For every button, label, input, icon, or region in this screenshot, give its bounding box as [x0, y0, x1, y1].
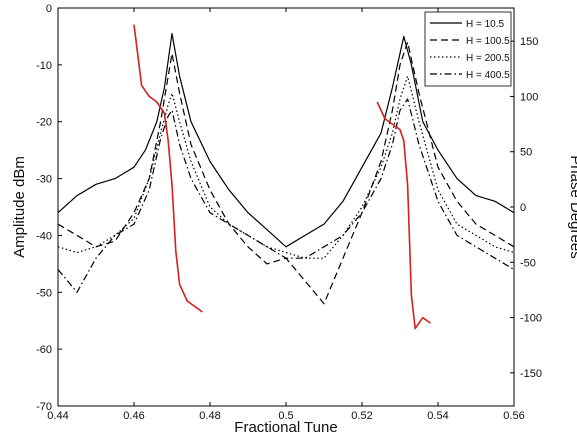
- y-left-tick-label: -10: [36, 60, 52, 72]
- y-right-tick-label: -50: [520, 257, 536, 269]
- legend-label: H = 200.5: [466, 53, 510, 64]
- series-line-4: [133, 24, 203, 313]
- x-tick-label: 0.52: [351, 410, 372, 422]
- y-left-tick-label: -20: [36, 117, 52, 129]
- y-right-tick-label: 100: [520, 91, 538, 103]
- series-line-1: [57, 41, 515, 305]
- x-tick-label: 0.44: [47, 410, 68, 422]
- y-left-tick-label: -30: [36, 174, 52, 186]
- x-tick-label: 0.54: [427, 410, 448, 422]
- legend-box: [424, 11, 512, 87]
- y-right-tick-label: -100: [520, 313, 542, 325]
- x-tick-label: 0.5: [278, 410, 293, 422]
- legend-items: H = 10.5 H = 100.5 H = 200.5 H = 400.5: [430, 19, 510, 81]
- legend-label: H = 10.5: [466, 19, 505, 30]
- y-left-tick-label: -70: [36, 401, 52, 413]
- y-left-tick-label: 0: [46, 3, 52, 15]
- series-line-3: [57, 98, 515, 293]
- y-left-tick-label: -40: [36, 230, 52, 242]
- y-right-tick-label: 150: [520, 36, 538, 48]
- ticks-layer: 0.44 0.46 0.48 0.5 0.52 0.54 0.56 -70 -60 -50 -40 -…: [36, 3, 542, 422]
- y-right-tick-label: 50: [520, 147, 532, 159]
- legend-label: H = 100.5: [466, 36, 510, 47]
- y-right-axis-label: Phase Degrees: [567, 155, 577, 258]
- y-left-tick-label: -60: [36, 344, 52, 356]
- x-tick-label: 0.56: [503, 410, 524, 422]
- series-line-2: [57, 75, 515, 259]
- y-left-tick-label: -50: [36, 287, 52, 299]
- legend: H = 10.5 H = 100.5 H = 200.5 H = 400.5: [424, 11, 512, 87]
- y-left-axis-label: Amplitude dBm: [11, 156, 28, 258]
- y-right-tick-label: 0: [520, 202, 526, 214]
- x-tick-label: 0.46: [123, 410, 144, 422]
- x-tick-label: 0.48: [199, 410, 220, 422]
- series-layer: [57, 24, 515, 330]
- x-axis-label: Fractional Tune: [234, 419, 337, 436]
- series-line-5: [376, 101, 431, 330]
- y-right-tick-label: -150: [520, 368, 542, 380]
- series-line-0: [57, 32, 515, 248]
- legend-label: H = 400.5: [466, 70, 510, 81]
